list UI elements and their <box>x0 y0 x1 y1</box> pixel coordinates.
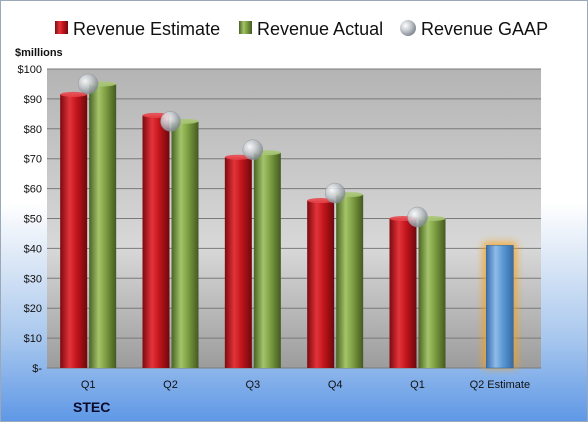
bar-revenue-estimate <box>307 200 335 368</box>
x-category-label: Q1 <box>81 379 96 391</box>
bar-revenue-actual <box>253 152 281 368</box>
y-tick-label: $90 <box>24 94 42 106</box>
brand-label: STEC <box>73 399 110 415</box>
legend: Revenue Estimate Revenue Actual Revenue … <box>55 19 548 39</box>
bar-revenue-actual <box>336 194 364 368</box>
y-tick-label: $40 <box>24 243 42 255</box>
y-tick-label: $50 <box>24 214 42 226</box>
bar-revenue-projection <box>486 245 514 369</box>
bar-revenue-estimate <box>142 115 170 368</box>
legend-swatch-actual <box>239 21 252 34</box>
marker-revenue-gaap <box>77 73 99 95</box>
x-category-label: Q1 <box>410 379 425 391</box>
legend-swatch-gaap <box>400 20 416 36</box>
y-tick-label: $60 <box>24 184 42 196</box>
bar-revenue-actual <box>89 83 117 368</box>
bars <box>60 73 517 369</box>
y-tick-label: $70 <box>24 154 42 166</box>
y-tick-label: $20 <box>24 303 42 315</box>
gridlines <box>47 68 541 369</box>
bar-revenue-actual <box>171 121 199 368</box>
marker-revenue-gaap <box>242 139 264 160</box>
y-tick-label: $- <box>32 363 42 375</box>
x-category-label: Q2 Estimate <box>470 379 531 391</box>
x-category-label: Q2 <box>163 379 178 391</box>
y-tick-label: $30 <box>24 273 42 285</box>
legend-label-actual: Revenue Actual <box>257 19 383 39</box>
x-axis-labels: Q1 Q2 Q3 Q4 Q1 Q2 Estimate <box>81 379 530 391</box>
legend-label-estimate: Revenue Estimate <box>73 19 220 39</box>
bar-revenue-estimate-cap <box>60 91 88 97</box>
y-tick-label: $10 <box>24 333 42 345</box>
bar-revenue-estimate <box>224 157 252 368</box>
x-category-label: Q3 <box>245 379 260 391</box>
marker-revenue-gaap <box>160 111 181 132</box>
bar-revenue-estimate <box>60 94 88 368</box>
y-tick-label: $80 <box>24 124 42 136</box>
x-category-label: Q4 <box>328 379 343 391</box>
unit-label: $millions <box>15 47 63 59</box>
legend-label-gaap: Revenue GAAP <box>421 19 548 39</box>
y-tick-label: $100 <box>18 64 42 76</box>
legend-swatch-estimate <box>55 21 68 34</box>
marker-revenue-gaap <box>324 182 346 204</box>
bar-revenue-estimate <box>389 218 417 368</box>
bar-revenue-actual <box>418 218 446 368</box>
marker-revenue-gaap <box>407 206 428 228</box>
y-axis-ticks: $- $10 $20 $30 $40 $50 $60 $70 $80 $90 $100 <box>18 64 43 375</box>
